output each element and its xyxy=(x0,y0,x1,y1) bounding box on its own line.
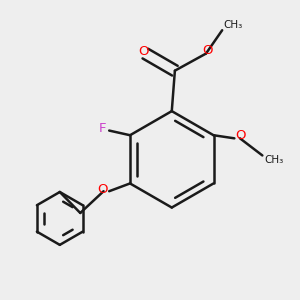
Text: O: O xyxy=(202,44,212,57)
Text: CH₃: CH₃ xyxy=(224,20,243,30)
Text: CH₃: CH₃ xyxy=(264,155,283,165)
Text: O: O xyxy=(235,129,246,142)
Text: O: O xyxy=(139,45,149,58)
Text: F: F xyxy=(98,122,106,135)
Text: O: O xyxy=(98,182,108,196)
